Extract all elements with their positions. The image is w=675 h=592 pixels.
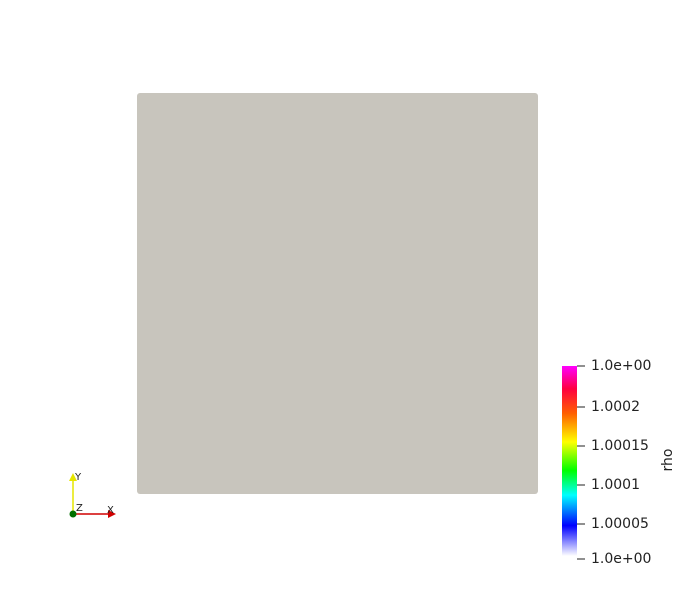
tick-label: 1.00015 <box>591 438 649 454</box>
y-label: Y <box>74 472 82 483</box>
x-arrow <box>108 510 116 518</box>
tick-label: 1.0e+00 <box>591 358 651 374</box>
color-bar-title: rho <box>660 449 675 472</box>
color-bar <box>562 366 577 556</box>
tick-label: 1.0e+00 <box>591 551 651 567</box>
tick-label: 1.0002 <box>591 399 640 415</box>
x-label: X <box>107 505 114 516</box>
tick-label: 1.00005 <box>591 516 649 532</box>
color-bar-ticks: 1.0e+00 1.0002 1.00015 1.0001 1.00005 1.0e+00 <box>577 358 651 567</box>
surface <box>137 93 538 494</box>
z-label: Z <box>76 503 83 514</box>
z-axis <box>69 510 77 518</box>
y-arrow <box>69 473 77 481</box>
tick-label: 1.0001 <box>591 477 640 493</box>
